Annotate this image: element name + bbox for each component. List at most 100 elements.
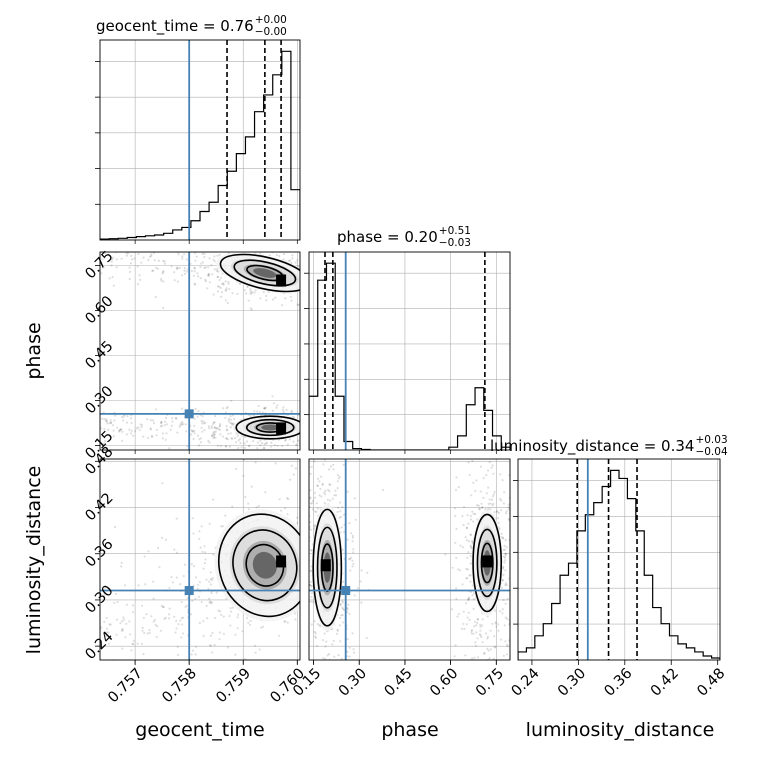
sample-point <box>500 499 503 502</box>
sample-point <box>505 653 508 656</box>
sample-point <box>475 624 478 627</box>
sample-point <box>335 662 337 664</box>
sample-point <box>259 444 262 447</box>
sample-point <box>168 447 171 450</box>
sample-point <box>310 299 312 301</box>
sample-point <box>154 408 157 411</box>
title-luminosity_distance: luminosity_distance = 0.34 <box>490 437 694 456</box>
sample-point <box>360 601 363 604</box>
sample-point <box>209 571 212 574</box>
density-peak <box>276 555 287 568</box>
sample-point <box>324 657 327 660</box>
sample-point <box>190 613 193 616</box>
sample-point <box>321 428 323 430</box>
sample-point <box>165 246 167 248</box>
sample-point <box>504 582 507 585</box>
sample-point <box>124 636 127 639</box>
sample-point <box>497 517 500 520</box>
sample-point <box>227 419 230 422</box>
sample-point <box>334 256 336 258</box>
sample-point <box>461 693 463 695</box>
sample-point <box>156 625 159 628</box>
sample-point <box>316 265 318 267</box>
sample-point <box>124 584 127 587</box>
sample-point <box>196 272 199 275</box>
sample-point <box>208 580 211 583</box>
sample-point <box>230 437 233 440</box>
sample-point <box>484 710 486 712</box>
sample-point <box>316 418 318 420</box>
sample-point <box>337 422 339 424</box>
sample-point <box>514 557 516 559</box>
sample-point <box>147 682 149 684</box>
sample-point <box>494 646 497 649</box>
sample-point <box>313 524 316 527</box>
sample-point <box>254 455 256 457</box>
sample-point <box>248 623 252 626</box>
sample-point <box>146 418 149 421</box>
sample-point <box>471 510 474 513</box>
sample-point <box>501 612 504 615</box>
sample-point <box>304 288 306 290</box>
sample-point <box>148 628 151 632</box>
sample-point <box>278 498 281 501</box>
sample-point <box>113 419 116 422</box>
sample-point <box>502 598 505 602</box>
sample-point <box>309 502 312 505</box>
sample-point <box>193 282 196 285</box>
sample-point <box>486 647 489 651</box>
sample-point <box>160 420 163 423</box>
sample-point <box>305 429 307 431</box>
sample-point <box>201 252 204 255</box>
sample-point <box>155 434 158 437</box>
sample-point <box>353 594 356 597</box>
sample-point <box>465 577 468 580</box>
sample-point <box>467 599 470 602</box>
sample-point <box>337 305 339 307</box>
sample-point <box>225 429 228 432</box>
sample-point <box>110 421 113 424</box>
sample-point <box>190 429 193 432</box>
sample-point <box>211 631 214 635</box>
sample-point <box>207 273 210 276</box>
contour-0 <box>219 253 300 293</box>
sample-point <box>467 461 470 464</box>
sample-point <box>103 676 105 678</box>
sample-point <box>221 711 223 713</box>
sample-point <box>186 445 189 448</box>
contour-0 <box>217 513 300 618</box>
sample-point <box>301 254 303 256</box>
title-geocent_time: geocent_time = 0.76 <box>96 17 254 36</box>
sample-point <box>152 269 155 272</box>
sample-point <box>139 665 141 667</box>
sample-point <box>264 406 267 409</box>
sample-point <box>216 249 218 251</box>
x-tick-label-luminosity_distance: 0.24 <box>509 666 543 700</box>
sample-point <box>192 532 195 535</box>
sample-point <box>252 439 255 443</box>
sample-point <box>254 289 257 292</box>
sample-point <box>110 260 113 263</box>
sample-point <box>323 632 326 635</box>
sample-point <box>329 452 331 454</box>
sample-point <box>317 477 320 480</box>
sample-point <box>209 577 212 581</box>
sample-point <box>190 269 193 273</box>
sample-point <box>194 283 197 286</box>
sample-point <box>337 426 339 428</box>
sample-point <box>175 576 178 579</box>
sample-point <box>256 410 259 413</box>
sample-point <box>247 508 250 511</box>
sample-point <box>472 481 475 484</box>
sample-point <box>153 618 157 622</box>
sample-point <box>178 266 181 269</box>
sample-point <box>199 277 202 280</box>
sample-point <box>150 434 154 438</box>
sample-point <box>478 507 481 510</box>
sample-point <box>309 600 312 603</box>
sample-point <box>474 489 477 493</box>
sample-point <box>190 563 193 566</box>
sample-point <box>479 634 482 637</box>
sample-point <box>454 644 457 647</box>
sample-point <box>349 277 351 279</box>
